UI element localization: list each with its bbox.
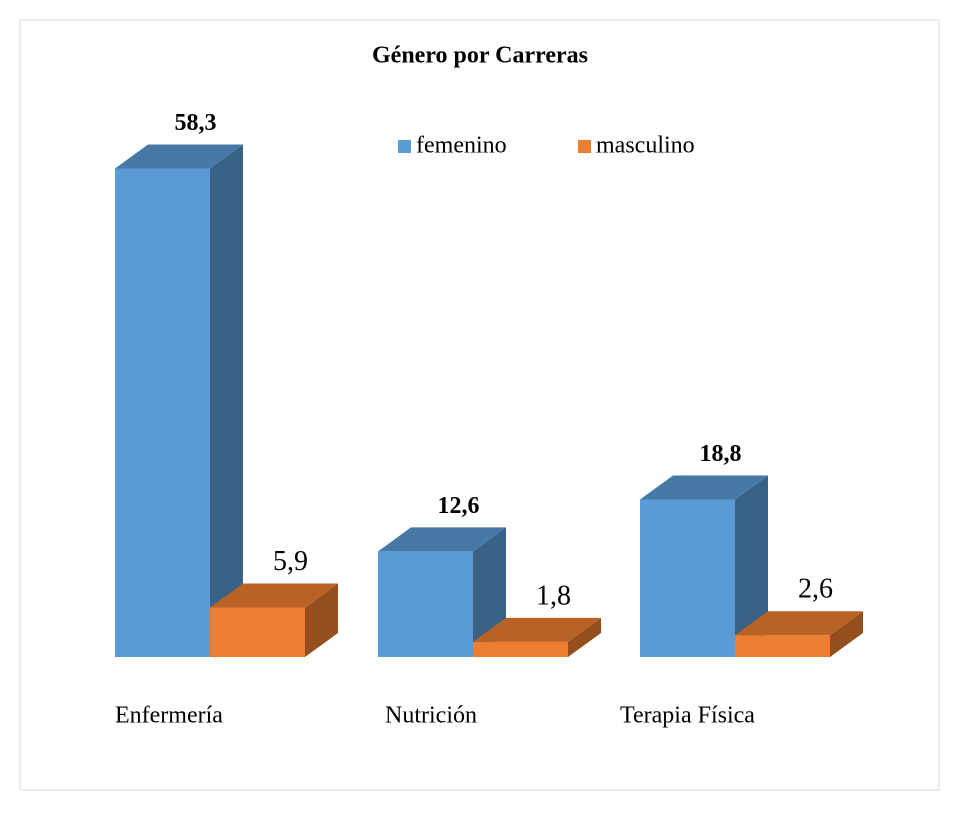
data-label: 18,8 bbox=[700, 441, 742, 467]
bar-top bbox=[210, 583, 338, 608]
x-tick-label: Enfermería bbox=[115, 703, 223, 729]
bar-side bbox=[568, 617, 601, 657]
data-label: 58,3 bbox=[175, 110, 217, 136]
x-tick-label: Nutrición bbox=[385, 703, 477, 729]
bar-top bbox=[640, 475, 768, 500]
bar-top bbox=[115, 144, 243, 169]
bar-side bbox=[305, 583, 338, 657]
bar-front bbox=[640, 499, 735, 657]
legend-label: femenino bbox=[416, 133, 507, 159]
bar-top bbox=[473, 617, 601, 642]
bar-front bbox=[210, 607, 305, 657]
legend-label: masculino bbox=[596, 133, 695, 159]
bar-front bbox=[473, 641, 568, 657]
bar-front bbox=[735, 635, 830, 657]
bar-side bbox=[210, 144, 243, 658]
data-label: 5,9 bbox=[273, 546, 308, 577]
bar bbox=[640, 475, 768, 657]
data-label: 2,6 bbox=[798, 574, 833, 605]
legend-swatch bbox=[578, 140, 591, 153]
bar bbox=[210, 583, 338, 657]
data-label: 1,8 bbox=[536, 580, 571, 611]
legend-swatch bbox=[398, 140, 411, 153]
data-label: 12,6 bbox=[438, 493, 480, 519]
x-tick-label: Terapia Física bbox=[620, 703, 755, 729]
bar-front bbox=[115, 168, 210, 658]
bar bbox=[378, 527, 506, 657]
bar bbox=[735, 611, 863, 657]
bar bbox=[115, 144, 243, 658]
bar-side bbox=[735, 475, 768, 657]
chart-title: Género por Carreras bbox=[372, 43, 588, 69]
bar-top bbox=[378, 527, 506, 552]
bar-front bbox=[378, 551, 473, 657]
bar-top bbox=[735, 611, 863, 636]
bar bbox=[473, 617, 601, 657]
bar-side bbox=[830, 611, 863, 657]
